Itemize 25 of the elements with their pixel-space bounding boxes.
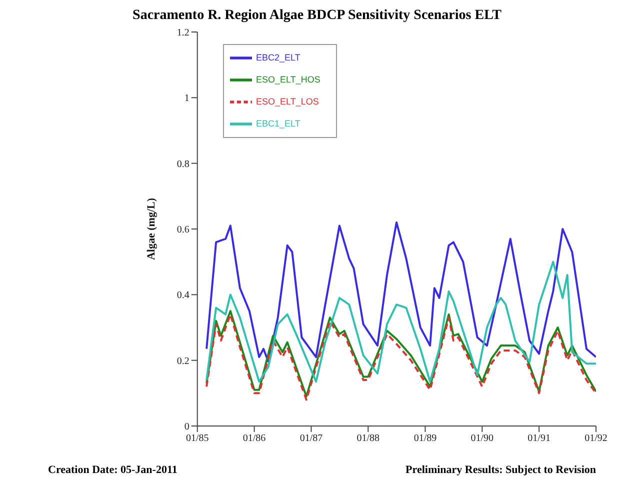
x-tick-label: 01/86 [242,433,266,444]
text: Creation Date: 05-Jan-2011 [48,464,178,476]
legend-label: ESO_ELT_HOS [256,74,320,84]
chart-title: Sacramento R. Region Algae BDCP Sensitivity Scenarios ELT [132,8,502,24]
y-tick-label: 0.2 [176,356,190,367]
text: Preliminary Results: Subject to Revision [406,464,596,476]
line-series [206,260,596,383]
y-tick-label: 1 [184,93,190,104]
y-tick-label: 0.8 [176,158,190,170]
legend-label: EBC2_ELT [256,52,300,62]
y-tick-label: 0 [184,422,190,433]
x-tick-label: 01/91 [528,433,550,444]
y-axis-title: Algae (mg/L) [145,198,158,260]
y-tick-label: 0.6 [176,224,190,236]
y-tick-label: 1.2 [176,28,190,39]
x-tick-label: 01/92 [584,433,608,444]
y-tick-label: 0.4 [176,290,190,302]
x-tick-label: 01/89 [414,433,437,444]
x-tick-label: 01/87 [300,433,323,444]
x-tick-label: 01/85 [186,433,209,444]
line-series [206,221,596,363]
legend-label: EBC1_ELT [256,118,300,128]
x-tick-label: 01/88 [356,433,380,444]
legend-label: ESO_ELT_LOS [256,96,319,106]
x-tick-label: 01/90 [470,433,494,444]
